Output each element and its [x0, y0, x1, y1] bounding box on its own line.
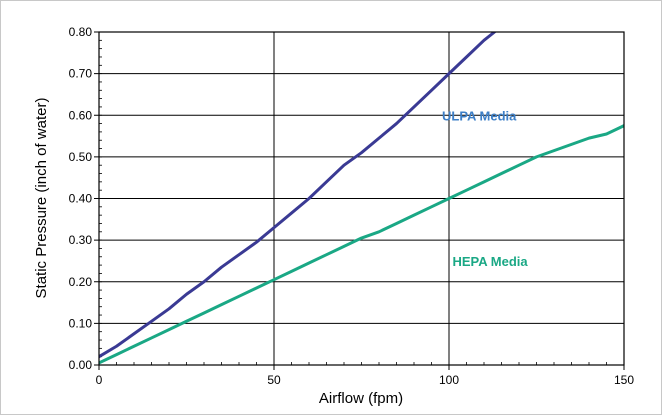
y-axis-ticks: 0.00 0.10 0.20 0.30 0.40 0.50 0.60 0.70 0.80: [69, 25, 99, 372]
x-tick-label: 100: [439, 373, 459, 387]
series-layer: [99, 32, 624, 365]
series-annotation-label: ULPA Media: [442, 108, 517, 123]
hepa-media-series-line: [99, 124, 624, 365]
y-tick-label: 0.10: [69, 316, 93, 330]
y-tick-label: 0.00: [69, 358, 93, 372]
y-tick-label: 0.70: [69, 67, 93, 81]
x-tick-label: 150: [614, 373, 634, 387]
y-tick-label: 0.20: [69, 275, 93, 289]
x-axis-ticks: 0 50 100 150: [96, 365, 634, 387]
y-tick-label: 0.50: [69, 150, 93, 164]
y-tick-label: 0.40: [69, 192, 93, 206]
y-tick-label: 0.60: [69, 108, 93, 122]
y-tick-label: 0.30: [69, 233, 93, 247]
y-tick-label: 0.80: [69, 25, 93, 39]
x-tick-label: 50: [267, 373, 281, 387]
x-tick-label: 0: [96, 373, 103, 387]
series-annotation-label: HEPA Media: [453, 254, 529, 269]
x-axis-title: Airflow (fpm): [319, 390, 403, 407]
ulpa-media-series-line: [99, 32, 496, 359]
series-annotations: ULPA Media HEPA Media: [442, 108, 528, 269]
y-axis-title: Static Pressure (inch of water): [33, 98, 50, 299]
